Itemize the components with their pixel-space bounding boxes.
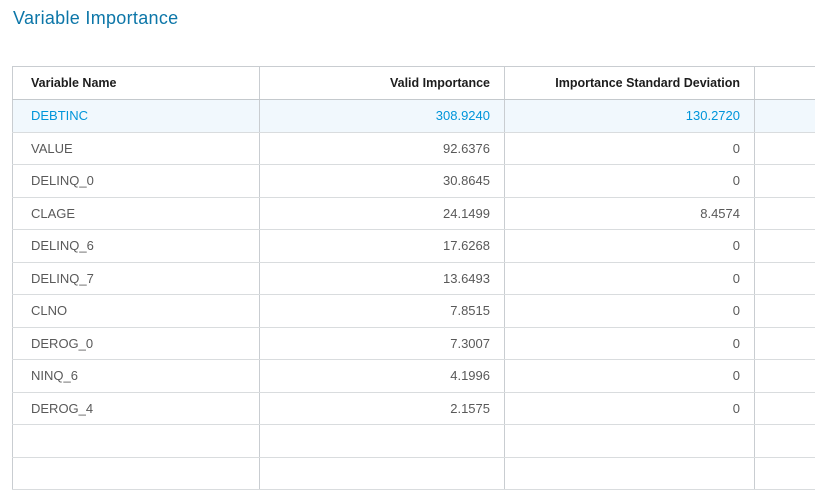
cell-empty bbox=[755, 425, 815, 458]
column-header-valid-importance[interactable]: Valid Importance bbox=[260, 67, 505, 100]
cell-variable-name: DELINQ_6 bbox=[13, 230, 260, 263]
cell-valid-importance: 17.6268 bbox=[260, 230, 505, 263]
cell-empty bbox=[755, 360, 815, 393]
header-row: Variable Name Valid Importance Importanc… bbox=[13, 67, 815, 100]
cell-std-deviation: 0 bbox=[505, 132, 755, 165]
cell-std-deviation: 0 bbox=[505, 360, 755, 393]
table-row[interactable] bbox=[13, 457, 815, 490]
cell-std-deviation: 0 bbox=[505, 327, 755, 360]
cell-variable-name: CLAGE bbox=[13, 197, 260, 230]
table-row[interactable]: VALUE 92.6376 0 bbox=[13, 132, 815, 165]
cell-valid-importance: 30.8645 bbox=[260, 165, 505, 198]
table-row[interactable]: CLNO 7.8515 0 bbox=[13, 295, 815, 328]
cell-std-deviation: 8.4574 bbox=[505, 197, 755, 230]
table-body: DEBTINC 308.9240 130.2720 VALUE 92.6376 … bbox=[13, 100, 815, 490]
table-row[interactable]: DELINQ_0 30.8645 0 bbox=[13, 165, 815, 198]
cell-std-deviation: 130.2720 bbox=[505, 100, 755, 133]
cell-variable-name bbox=[13, 457, 260, 490]
cell-valid-importance: 13.6493 bbox=[260, 262, 505, 295]
table-row[interactable]: CLAGE 24.1499 8.4574 bbox=[13, 197, 815, 230]
table-row[interactable]: NINQ_6 4.1996 0 bbox=[13, 360, 815, 393]
cell-empty bbox=[755, 392, 815, 425]
cell-std-deviation: 0 bbox=[505, 392, 755, 425]
cell-variable-name: DEBTINC bbox=[13, 100, 260, 133]
table-row[interactable]: DEROG_0 7.3007 0 bbox=[13, 327, 815, 360]
cell-empty bbox=[755, 165, 815, 198]
cell-valid-importance: 92.6376 bbox=[260, 132, 505, 165]
column-header-variable-name[interactable]: Variable Name bbox=[13, 67, 260, 100]
variable-importance-table: Variable Name Valid Importance Importanc… bbox=[12, 66, 815, 490]
cell-valid-importance bbox=[260, 425, 505, 458]
cell-variable-name: VALUE bbox=[13, 132, 260, 165]
cell-valid-importance: 24.1499 bbox=[260, 197, 505, 230]
column-header-importance-std-deviation[interactable]: Importance Standard Deviation bbox=[505, 67, 755, 100]
cell-variable-name: DEROG_0 bbox=[13, 327, 260, 360]
cell-valid-importance: 2.1575 bbox=[260, 392, 505, 425]
table-row[interactable]: DELINQ_7 13.6493 0 bbox=[13, 262, 815, 295]
cell-std-deviation: 0 bbox=[505, 295, 755, 328]
cell-variable-name: DEROG_4 bbox=[13, 392, 260, 425]
table-row[interactable] bbox=[13, 425, 815, 458]
cell-variable-name: NINQ_6 bbox=[13, 360, 260, 393]
cell-variable-name: CLNO bbox=[13, 295, 260, 328]
cell-std-deviation: 0 bbox=[505, 230, 755, 263]
cell-valid-importance bbox=[260, 457, 505, 490]
cell-std-deviation bbox=[505, 457, 755, 490]
cell-empty bbox=[755, 457, 815, 490]
page-title: Variable Importance bbox=[13, 8, 178, 29]
column-header-empty[interactable] bbox=[755, 67, 815, 100]
cell-std-deviation bbox=[505, 425, 755, 458]
cell-empty bbox=[755, 197, 815, 230]
cell-valid-importance: 308.9240 bbox=[260, 100, 505, 133]
cell-empty bbox=[755, 262, 815, 295]
table-row[interactable]: DEROG_4 2.1575 0 bbox=[13, 392, 815, 425]
table-row[interactable]: DEBTINC 308.9240 130.2720 bbox=[13, 100, 815, 133]
table-row[interactable]: DELINQ_6 17.6268 0 bbox=[13, 230, 815, 263]
cell-std-deviation: 0 bbox=[505, 165, 755, 198]
variable-importance-table-container: Variable Name Valid Importance Importanc… bbox=[12, 66, 815, 490]
cell-variable-name bbox=[13, 425, 260, 458]
cell-variable-name: DELINQ_7 bbox=[13, 262, 260, 295]
cell-valid-importance: 7.3007 bbox=[260, 327, 505, 360]
cell-std-deviation: 0 bbox=[505, 262, 755, 295]
table-header: Variable Name Valid Importance Importanc… bbox=[13, 67, 815, 100]
cell-empty bbox=[755, 100, 815, 133]
cell-empty bbox=[755, 132, 815, 165]
cell-empty bbox=[755, 295, 815, 328]
cell-empty bbox=[755, 230, 815, 263]
cell-empty bbox=[755, 327, 815, 360]
cell-valid-importance: 4.1996 bbox=[260, 360, 505, 393]
cell-valid-importance: 7.8515 bbox=[260, 295, 505, 328]
cell-variable-name: DELINQ_0 bbox=[13, 165, 260, 198]
